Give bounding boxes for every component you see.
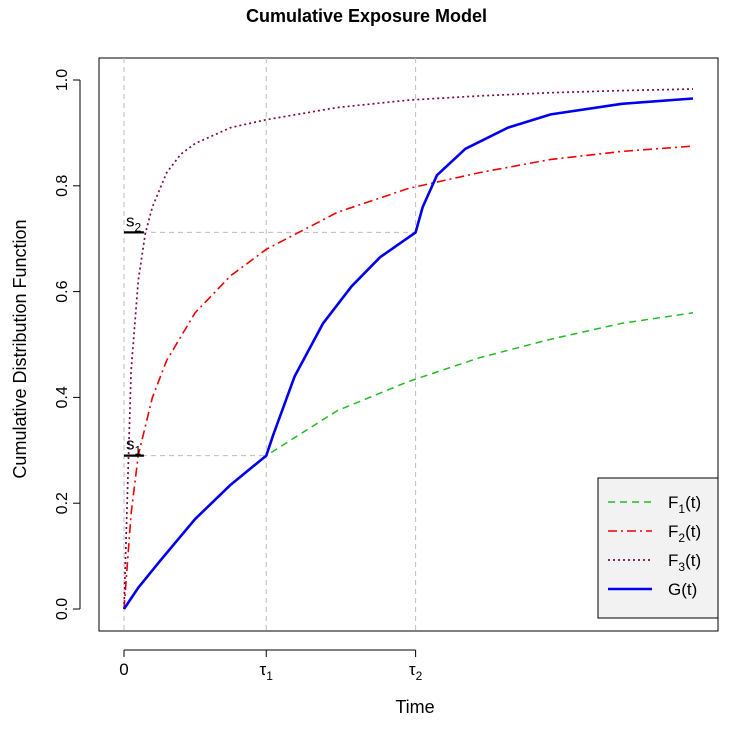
legend-box bbox=[597, 477, 719, 619]
annotations: s1 s2 bbox=[124, 211, 144, 458]
plot-border bbox=[98, 57, 719, 632]
series-line-g bbox=[122, 97, 694, 610]
legend-label: G(t) bbox=[668, 580, 697, 599]
series-line-f3 bbox=[123, 88, 694, 610]
chart-title: Cumulative Exposure Model bbox=[245, 6, 488, 26]
y-tick-label: 0.2 bbox=[54, 492, 71, 514]
y-tick-label: 1.0 bbox=[54, 69, 71, 91]
x-tick-label: 0 bbox=[119, 660, 128, 679]
axes: 0.0 0.2 0.4 0.6 0.8 1.0 0 τ1 τ2 bbox=[54, 69, 423, 683]
annotation-label: s2 bbox=[126, 211, 142, 234]
y-tick-label: 0.6 bbox=[54, 280, 71, 302]
series-line-f2 bbox=[123, 145, 694, 610]
x-tick-label: τ1 bbox=[260, 660, 274, 683]
legend-label: F2(t) bbox=[668, 522, 701, 545]
reference-lines bbox=[123, 58, 417, 631]
series-lines bbox=[122, 88, 694, 610]
y-tick-label: 0.0 bbox=[54, 598, 71, 620]
legend-label: F1(t) bbox=[668, 493, 701, 516]
y-tick-label: 0.8 bbox=[54, 175, 71, 197]
y-axis-label: Cumulative Distribution Function bbox=[10, 219, 30, 478]
x-axis-label: Time bbox=[395, 697, 434, 717]
legend-label: F3(t) bbox=[668, 551, 701, 574]
annotation-label: s1 bbox=[126, 435, 142, 458]
y-tick-label: 0.4 bbox=[54, 386, 71, 408]
legend: F1(t) F2(t) F3(t) G(t) bbox=[597, 477, 719, 619]
x-tick-label: τ2 bbox=[409, 660, 423, 683]
